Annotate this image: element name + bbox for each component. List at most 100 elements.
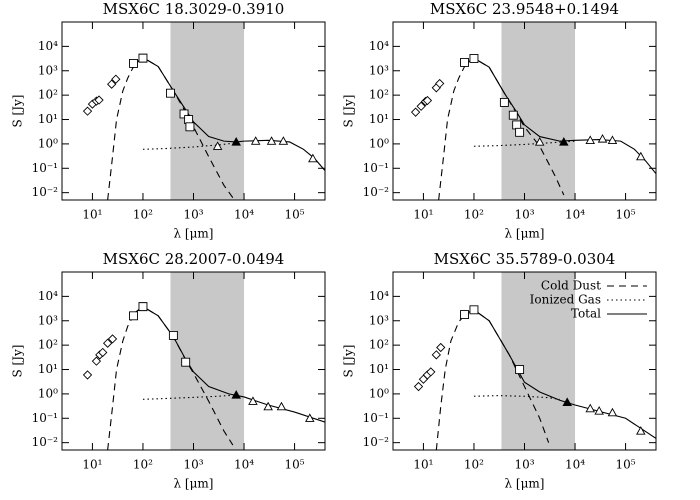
diamond-marker [422, 95, 433, 106]
y-tick-label: 10⁻¹ [32, 161, 58, 175]
triangle-marker [607, 135, 618, 144]
x-axis-label: λ [μm] [174, 477, 214, 491]
y-tick-label: 10³ [369, 313, 389, 327]
y-tick-label: 10⁻¹ [363, 411, 389, 425]
chart-title: MSX6C 18.3029-0.3910 [103, 0, 285, 18]
square-marker [184, 115, 194, 124]
y-tick-label: 10⁰ [38, 386, 58, 400]
triangle-marker [594, 406, 604, 415]
legend-label: Ionized Gas [530, 293, 601, 307]
y-axis-label: S [Jy] [11, 95, 25, 128]
y-tick-label: 10² [38, 338, 58, 352]
square-marker [469, 53, 479, 63]
y-tick-label: 10³ [369, 63, 389, 77]
triangle-marker [276, 401, 287, 411]
y-tick-label: 10² [369, 338, 389, 352]
model-curve [142, 142, 237, 150]
y-tick-label: 10⁴ [38, 289, 58, 303]
triangle-marker [250, 136, 261, 145]
x-tick-label: 10³ [183, 208, 203, 222]
y-tick-label: 10⁻¹ [363, 161, 389, 175]
plot-area [82, 272, 325, 450]
triangle-marker [212, 141, 223, 150]
x-tick-label: 10³ [183, 458, 203, 472]
triangle-marker [636, 151, 646, 161]
y-tick-label: 10⁴ [369, 39, 389, 53]
diamond-marker [431, 350, 441, 360]
square-marker [515, 365, 525, 374]
panel: 10¹ 10² 10³ 10⁴ 10⁵ 10⁻² 10⁻¹ 10⁰ 10¹ 10² 10³ 10⁴ MS… [11, 250, 326, 491]
model-curve [134, 56, 325, 171]
diamond-marker [426, 367, 436, 377]
diamond-marker [94, 95, 104, 105]
x-tick-label: 10⁴ [565, 458, 585, 472]
diamond-marker [82, 370, 93, 380]
square-marker [460, 57, 469, 67]
x-tick-label: 10² [464, 458, 484, 472]
square-marker [129, 311, 138, 321]
x-tick-label: 10⁴ [234, 458, 254, 472]
diamond-marker [82, 106, 93, 116]
triangle-marker [585, 135, 596, 144]
y-tick-label: 10⁴ [38, 39, 58, 53]
triangle-marker [263, 401, 273, 411]
shaded-band [501, 272, 576, 450]
square-marker [129, 58, 138, 68]
chart-title: MSX6C 23.9548+0.1494 [430, 0, 619, 18]
y-tick-label: 10⁰ [369, 136, 389, 150]
y-tick-label: 10⁻² [363, 185, 390, 199]
model-curve [142, 394, 237, 400]
triangle-marker [534, 137, 545, 146]
y-tick-label: 10⁻¹ [32, 411, 58, 425]
y-tick-label: 10⁻² [363, 435, 390, 449]
y-tick-label: 10³ [38, 313, 58, 327]
x-tick-label: 10³ [514, 458, 534, 472]
square-marker [181, 357, 191, 367]
x-tick-label: 10² [464, 208, 484, 222]
square-marker [512, 120, 522, 130]
model-curve [134, 305, 325, 423]
square-marker [515, 127, 525, 137]
square-marker [508, 110, 518, 120]
square-marker [138, 53, 148, 63]
diamond-marker [107, 334, 118, 344]
y-tick-label: 10¹ [369, 112, 389, 126]
y-tick-label: 10² [38, 88, 58, 102]
x-axis-label: λ [μm] [174, 227, 214, 241]
x-tick-label: 10⁵ [285, 208, 305, 222]
diamond-marker [410, 107, 421, 117]
panel: 10¹ 10² 10³ 10⁴ 10⁵ 10⁻² 10⁻¹ 10⁰ 10¹ 10² 10³ 10⁴ MS… [11, 0, 326, 241]
y-axis-label: S [Jy] [342, 345, 356, 378]
panel: 10¹ 10² 10³ 10⁴ 10⁵ 10⁻² 10⁻¹ 10⁰ 10¹ 10² 10³ 10⁴ MS… [342, 250, 657, 491]
diamond-marker [436, 342, 446, 353]
plot-area [413, 272, 656, 450]
x-tick-label: 10⁴ [234, 208, 254, 222]
diamond-marker [98, 347, 108, 358]
diamond-marker [103, 338, 113, 348]
triangle-marker [597, 133, 608, 143]
x-tick-label: 10³ [514, 208, 534, 222]
x-tick-label: 10⁴ [565, 208, 585, 222]
diamond-marker [413, 381, 424, 392]
y-axis-label: S [Jy] [342, 95, 356, 128]
y-tick-label: 10⁰ [369, 386, 389, 400]
chart-title: MSX6C 35.5789-0.0304 [434, 250, 616, 268]
diamond-marker [435, 78, 445, 89]
panel: 10¹ 10² 10³ 10⁴ 10⁵ 10⁻² 10⁻¹ 10⁰ 10¹ 10² 10³ 10⁴ MS… [342, 0, 657, 241]
triangle-marker [636, 426, 646, 435]
x-tick-label: 10¹ [82, 208, 102, 222]
y-tick-label: 10² [369, 88, 389, 102]
square-marker [166, 88, 175, 98]
y-tick-label: 10⁻² [32, 435, 59, 449]
triangle-marker [248, 396, 258, 405]
plot-area [82, 22, 325, 200]
triangle-marker [585, 403, 596, 413]
triangle-marker [305, 413, 315, 422]
chart-title: MSX6C 28.2007-0.0494 [103, 250, 285, 268]
x-tick-label: 10² [133, 458, 153, 472]
x-tick-label: 10⁵ [616, 458, 636, 472]
legend-label: Total [571, 307, 601, 321]
triangle-marker [607, 407, 618, 417]
diamond-marker [107, 79, 117, 89]
